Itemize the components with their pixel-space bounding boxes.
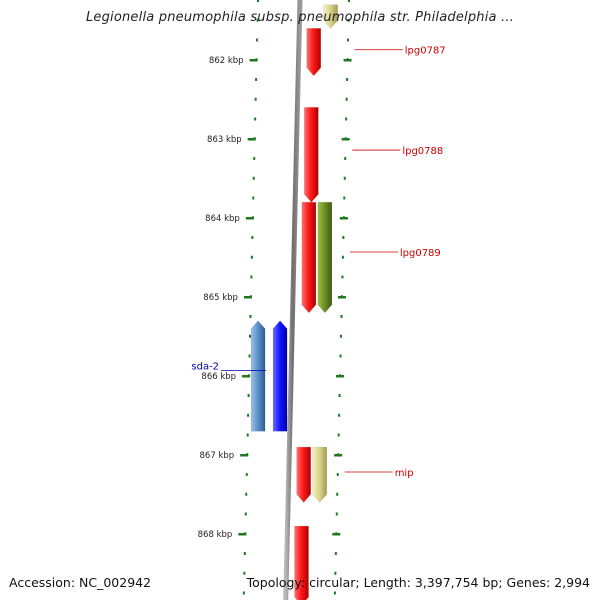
major-tick-right [343,59,352,62]
major-tick-right [332,533,341,536]
gene-gene_khaki [323,4,338,29]
map-title: Legionella pneumophila subsp. pneumophil… [85,10,515,25]
tick-label: 868 kbp [198,530,233,540]
minor-tick-left [250,275,253,279]
minor-tick-left [257,0,259,3]
minor-tick-right [336,473,339,476]
gene-lpg0787 [306,28,322,77]
minor-tick-left [248,354,251,358]
minor-tick-left [254,97,257,101]
minor-tick-left [244,512,247,516]
tick-label: 867 kbp [200,451,235,461]
minor-tick-left [245,473,248,476]
minor-tick-right [340,334,343,338]
minor-tick-right [338,394,341,397]
major-tick [240,454,249,457]
gene-mip [296,446,311,503]
minor-tick-right [348,0,350,3]
minor-tick-left [245,492,248,496]
gene-lpg0789 [301,201,317,314]
major-tick [245,217,254,220]
major-tick-right [334,454,343,457]
minor-tick-right [337,433,340,437]
minor-tick-right [334,552,337,555]
minor-tick-left [252,176,255,180]
minor-tick-right [333,591,336,595]
gene-gene_khaki [312,446,327,503]
gene-label: sda-2 [191,361,219,372]
gene-gene_olive [317,201,333,314]
minor-tick-right [346,78,349,81]
tick-label: 865 kbp [203,293,238,303]
minor-tick-left [251,236,254,239]
gene-label: mip [395,468,414,479]
minor-tick-left [249,334,252,338]
minor-tick-left [255,78,258,81]
minor-tick-right [343,176,346,180]
minor-tick-right [338,413,341,417]
minor-tick-right [339,354,342,358]
minor-tick-left [243,571,246,575]
minor-tick-right [345,117,348,121]
minor-tick-left [249,315,252,318]
tick-label: 864 kbp [205,214,240,224]
minor-tick-right [345,97,348,101]
major-tick [249,59,258,62]
minor-tick-right [335,512,338,516]
minor-tick-left [254,117,257,121]
minor-tick-left [247,394,250,397]
minor-tick-left [243,552,246,555]
gene-label: lpg0787 [405,46,446,57]
minor-tick-left [246,433,249,437]
gene-gene_blue [272,320,288,432]
tick-label: 862 kbp [209,56,244,66]
genome-backbone [283,0,303,600]
major-tick [242,375,251,378]
major-tick-right [337,296,346,299]
gene-label: lpg0788 [402,146,443,157]
minor-tick-right [341,275,344,279]
gene-sda-2 [250,320,266,432]
minor-tick-right [341,255,344,259]
major-tick [247,138,256,141]
minor-tick-right [347,18,350,22]
topology-info-text: Topology: circular; Length: 3,397,754 bp… [246,575,590,590]
major-tick-right [341,138,350,141]
minor-tick-left [253,157,256,160]
minor-tick-left [250,255,253,259]
major-tick-right [339,217,348,220]
minor-tick-left [242,591,245,595]
gene-label: lpg0789 [400,248,441,259]
minor-tick-right [334,571,337,575]
minor-tick-right [340,315,343,318]
minor-tick-right [344,157,347,160]
minor-tick-left [252,196,255,200]
tick-label: 866 kbp [201,372,236,382]
minor-tick-right [336,492,339,496]
gene-lpg0788 [304,107,319,203]
tick-label: 863 kbp [207,135,242,145]
minor-tick-left [247,413,250,417]
minor-tick-right [343,196,346,200]
major-tick [243,296,252,299]
accession-text: Accession: NC_002942 [9,575,152,590]
major-tick [238,533,247,536]
minor-tick-left [256,38,259,42]
minor-tick-right [342,236,345,239]
minor-tick-right [347,38,350,42]
minor-tick-left [256,18,259,22]
gene-gene_red [294,525,309,600]
major-tick-right [336,375,345,378]
